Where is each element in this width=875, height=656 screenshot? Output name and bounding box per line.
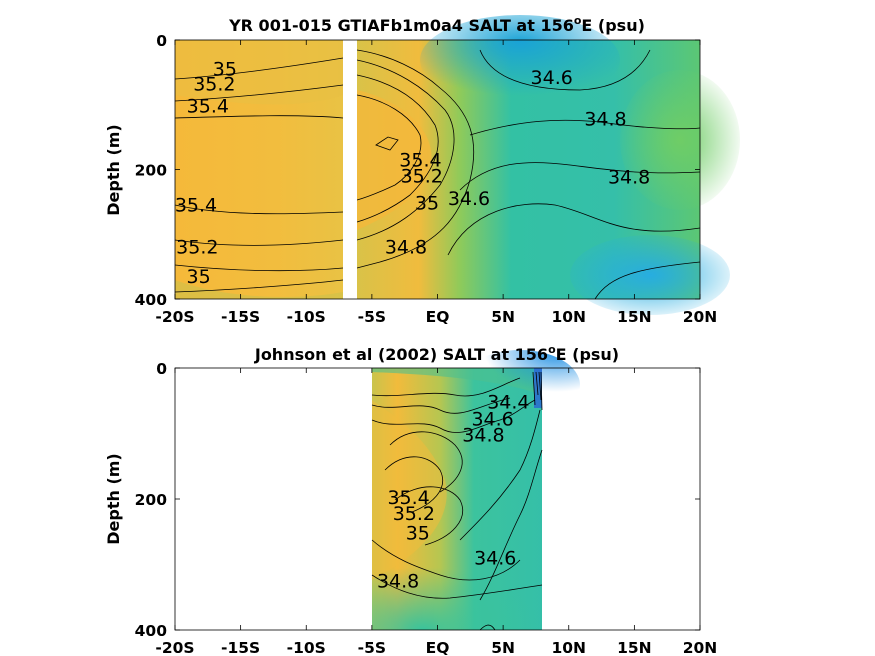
- y-tick-label: 400: [135, 622, 168, 640]
- contour-label: 35: [187, 266, 211, 288]
- tick-marks-lower: [174, 367, 701, 631]
- y-tick-label: 0: [156, 32, 167, 50]
- x-tick-label: EQ: [426, 308, 450, 326]
- contour-label: 34.8: [584, 108, 626, 130]
- contour-label: 35: [406, 523, 430, 545]
- chart-title-lower: Johnson et al (2002) SALT at 156oE (psu): [254, 343, 619, 364]
- x-tick-label: EQ: [426, 639, 450, 656]
- x-tick-label: 20N: [683, 308, 718, 326]
- contour-label: 35.4: [387, 487, 429, 509]
- x-tick-label: 15N: [617, 639, 652, 656]
- contour-label: 35: [213, 59, 237, 81]
- contour-labels-upper: 3535.235.435.435.23534.634.834.835.435.2…: [175, 59, 650, 288]
- contour-label: 34.6: [531, 67, 573, 89]
- contour-label: 35: [415, 193, 439, 215]
- x-tick-label: -20S: [155, 639, 194, 656]
- x-tick-label: 20N: [683, 639, 718, 656]
- contour-label: 34.8: [385, 237, 427, 259]
- contour-label: 35.4: [399, 149, 441, 171]
- x-tick-label: -5S: [358, 639, 386, 656]
- contour-label: 35.2: [176, 237, 218, 259]
- x-tick-label: -10S: [287, 639, 326, 656]
- tick-labels-lower: -20S -15S -10S -5S EQ 5N 10N 15N 20N 0 200 400: [135, 360, 718, 656]
- contour-label: 35.2: [393, 503, 435, 525]
- contour-label: 34.4: [487, 392, 529, 414]
- y-tick-label: 400: [135, 291, 168, 309]
- salinity-colormap-lower: [372, 350, 580, 630]
- contour-label: 34.8: [608, 167, 650, 189]
- contour-label: 34.8: [377, 570, 419, 592]
- y-tick-label: 200: [135, 491, 168, 509]
- contour-label: 35.2: [401, 165, 443, 187]
- tick-marks-upper: [174, 39, 701, 300]
- y-axis-label-upper: Depth (m): [104, 124, 123, 216]
- contour-lines-lower: [371, 371, 543, 631]
- y-axis-label-lower: Depth (m): [104, 453, 123, 545]
- y-tick-label: 200: [135, 162, 168, 180]
- x-tick-label: 5N: [491, 308, 515, 326]
- contour-label: 35.2: [193, 74, 235, 96]
- contour-label: 34.6: [471, 409, 513, 431]
- x-tick-label: 5N: [491, 639, 515, 656]
- contour-label: 34.6: [474, 548, 516, 570]
- tick-labels-upper: -20S -15S -10S -5S EQ 5N 10N 15N 20N 0 200 400: [135, 32, 718, 326]
- contour-label: 35.4: [187, 96, 229, 118]
- x-tick-label: -10S: [287, 308, 326, 326]
- contour-label: 34.8: [462, 424, 504, 446]
- x-tick-label: 10N: [551, 639, 586, 656]
- lower-panel: -20S -15S -10S -5S EQ 5N 10N 15N 20N 0 200 400 34.4…: [104, 343, 717, 656]
- x-tick-label: -15S: [221, 639, 260, 656]
- contour-label: 34.6: [448, 188, 490, 210]
- x-tick-label: -15S: [221, 308, 260, 326]
- x-tick-label: 15N: [617, 308, 652, 326]
- y-tick-label: 0: [156, 360, 167, 378]
- data-gap-band: [343, 40, 357, 299]
- contour-label: 35.4: [175, 195, 217, 217]
- contour-lines-upper: [174, 49, 701, 300]
- x-tick-label: -20S: [155, 308, 194, 326]
- x-tick-label: 10N: [551, 308, 586, 326]
- salinity-colormap-upper: [175, 15, 740, 315]
- chart-title-upper: YR 001-015 GTIAFb1m0a4 SALT at 156oE (ps…: [228, 14, 645, 35]
- x-tick-label: -5S: [358, 308, 386, 326]
